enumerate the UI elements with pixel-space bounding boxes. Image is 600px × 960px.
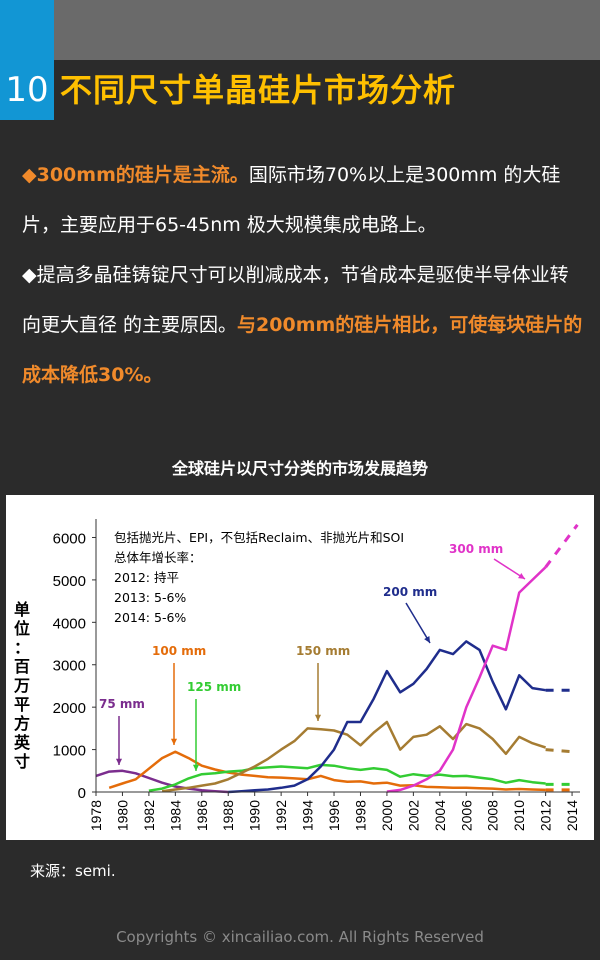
y-axis-label-char: 位 xyxy=(14,619,30,638)
series-arrowhead-125-mm xyxy=(192,764,200,771)
y-tick-label: 1000 xyxy=(53,743,86,760)
body-text: ◆300mm的硅片是主流。国际市场70%以上是300mm 的大硅片，主要应用于6… xyxy=(22,150,587,400)
series-arrow-200-mm xyxy=(405,602,431,644)
series-label-300-mm: 300 mm xyxy=(449,542,503,556)
y-axis-label-char: 寸 xyxy=(14,752,30,771)
series-label-75-mm: 75 mm xyxy=(99,697,145,711)
x-tick-label: 2010 xyxy=(511,800,527,831)
series-arrowhead-75-mm xyxy=(115,758,123,765)
paragraph-2-text: ◆提高多晶硅铸锭尺寸可以削减成本，节省成本是驱使半导体业转向更大直径 的主要原因… xyxy=(22,264,569,336)
paragraph-1: ◆300mm的硅片是主流。国际市场70%以上是300mm 的大硅片，主要应用于6… xyxy=(22,150,587,250)
y-tick-label: 2000 xyxy=(53,700,86,717)
series-label-125-mm: 125 mm xyxy=(187,680,241,694)
series-line-125-mm xyxy=(148,763,546,792)
y-tick-label: 3000 xyxy=(53,658,86,675)
chart-note-line: 包括抛光片、EPI，不包括Reclaim、非抛光片和SOI xyxy=(114,530,404,545)
x-tick-label: 1986 xyxy=(194,800,210,831)
x-tick-label: 2012 xyxy=(538,800,554,831)
y-axis-label-char: 万 xyxy=(13,676,30,695)
x-tick-label: 1990 xyxy=(247,800,263,831)
paragraph-1-text: 国际市场70%以上是300mm 的大硅片，主要应用于65-45nm 极大规模集成… xyxy=(22,164,561,236)
y-axis-label-char: 英 xyxy=(13,733,31,752)
x-tick-label: 2002 xyxy=(405,800,421,831)
y-tick-label: 4000 xyxy=(53,615,86,632)
x-tick-label: 1994 xyxy=(300,800,316,831)
y-tick-label: 5000 xyxy=(53,573,86,590)
series-line-300-mm xyxy=(386,566,547,793)
chart-note-line: 2012: 持平 xyxy=(114,570,179,585)
x-tick-label: 1988 xyxy=(220,800,236,831)
section-number: 10 xyxy=(0,60,54,120)
series-line-150-mm xyxy=(161,720,546,793)
forecast-line-300-mm xyxy=(544,523,579,569)
source-note: 来源：semi. xyxy=(30,862,116,880)
series-arrowhead-100-mm xyxy=(170,738,178,745)
paragraph-2-highlight: 与200mm的硅片相比，可使每块硅片的成本降低30%。 xyxy=(22,314,583,386)
header-accent xyxy=(0,0,54,60)
y-axis-label-char: 方 xyxy=(14,714,30,733)
series-line-200-mm xyxy=(228,640,546,794)
series-label-150-mm: 150 mm xyxy=(296,644,350,658)
y-axis-label-char: 百 xyxy=(14,657,30,676)
chart-title: 全球硅片以尺寸分类的市场发展趋势 xyxy=(171,459,428,478)
x-tick-label: 2004 xyxy=(432,800,448,831)
copyright: Copyrights © xincailiao.com. All Rights … xyxy=(116,928,484,946)
y-tick-label: 6000 xyxy=(53,530,86,547)
series-line-100-mm xyxy=(108,750,546,792)
series-arrowhead-150-mm xyxy=(314,714,322,721)
x-tick-label: 2014 xyxy=(564,800,580,831)
series-arrowhead-200-mm xyxy=(424,636,430,643)
line-chart: 0 1000 2000 3000 4000 5000 6000 1978 1980 1982 198… xyxy=(13,519,580,831)
page-title: 不同尺寸单晶硅片市场分析 xyxy=(60,71,457,109)
x-tick-label: 1998 xyxy=(352,800,368,831)
x-tick-label: 2006 xyxy=(458,800,474,831)
title-row xyxy=(0,60,600,120)
paragraph-2: ◆提高多晶硅铸锭尺寸可以削减成本，节省成本是驱使半导体业转向更大直径 的主要原因… xyxy=(22,250,587,400)
x-tick-label: 1982 xyxy=(141,800,157,831)
chart-box: 0 1000 2000 3000 4000 5000 6000 1978 1980 1982 198… xyxy=(6,495,594,840)
x-tick-label: 2008 xyxy=(485,800,501,831)
series-label-200-mm: 200 mm xyxy=(383,585,437,599)
series-line-75-mm xyxy=(95,769,229,794)
x-tick-label: 1992 xyxy=(273,800,289,831)
paragraph-1-highlight: ◆300mm的硅片是主流。 xyxy=(22,164,249,186)
y-axis-label-char: ： xyxy=(14,638,30,657)
chart-note-line: 总体年增长率： xyxy=(114,550,202,565)
y-axis-label-char: 单 xyxy=(14,600,30,619)
chart-note-line: 2013: 5-6% xyxy=(114,590,186,605)
x-tick-label: 1996 xyxy=(326,800,342,831)
x-tick-label: 2000 xyxy=(379,800,395,831)
series-label-100-mm: 100 mm xyxy=(152,644,206,658)
x-tick-label: 1978 xyxy=(88,800,104,831)
header-bar xyxy=(0,0,600,60)
y-axis-label-char: 平 xyxy=(14,695,30,714)
y-tick-label: 0 xyxy=(78,785,86,802)
x-tick-label: 1980 xyxy=(114,800,130,831)
series-arrowhead-300-mm xyxy=(518,573,525,579)
forecast-line-150-mm xyxy=(545,748,573,754)
chart-note-line: 2014: 5-6% xyxy=(114,610,186,625)
x-tick-label: 1984 xyxy=(167,800,183,831)
